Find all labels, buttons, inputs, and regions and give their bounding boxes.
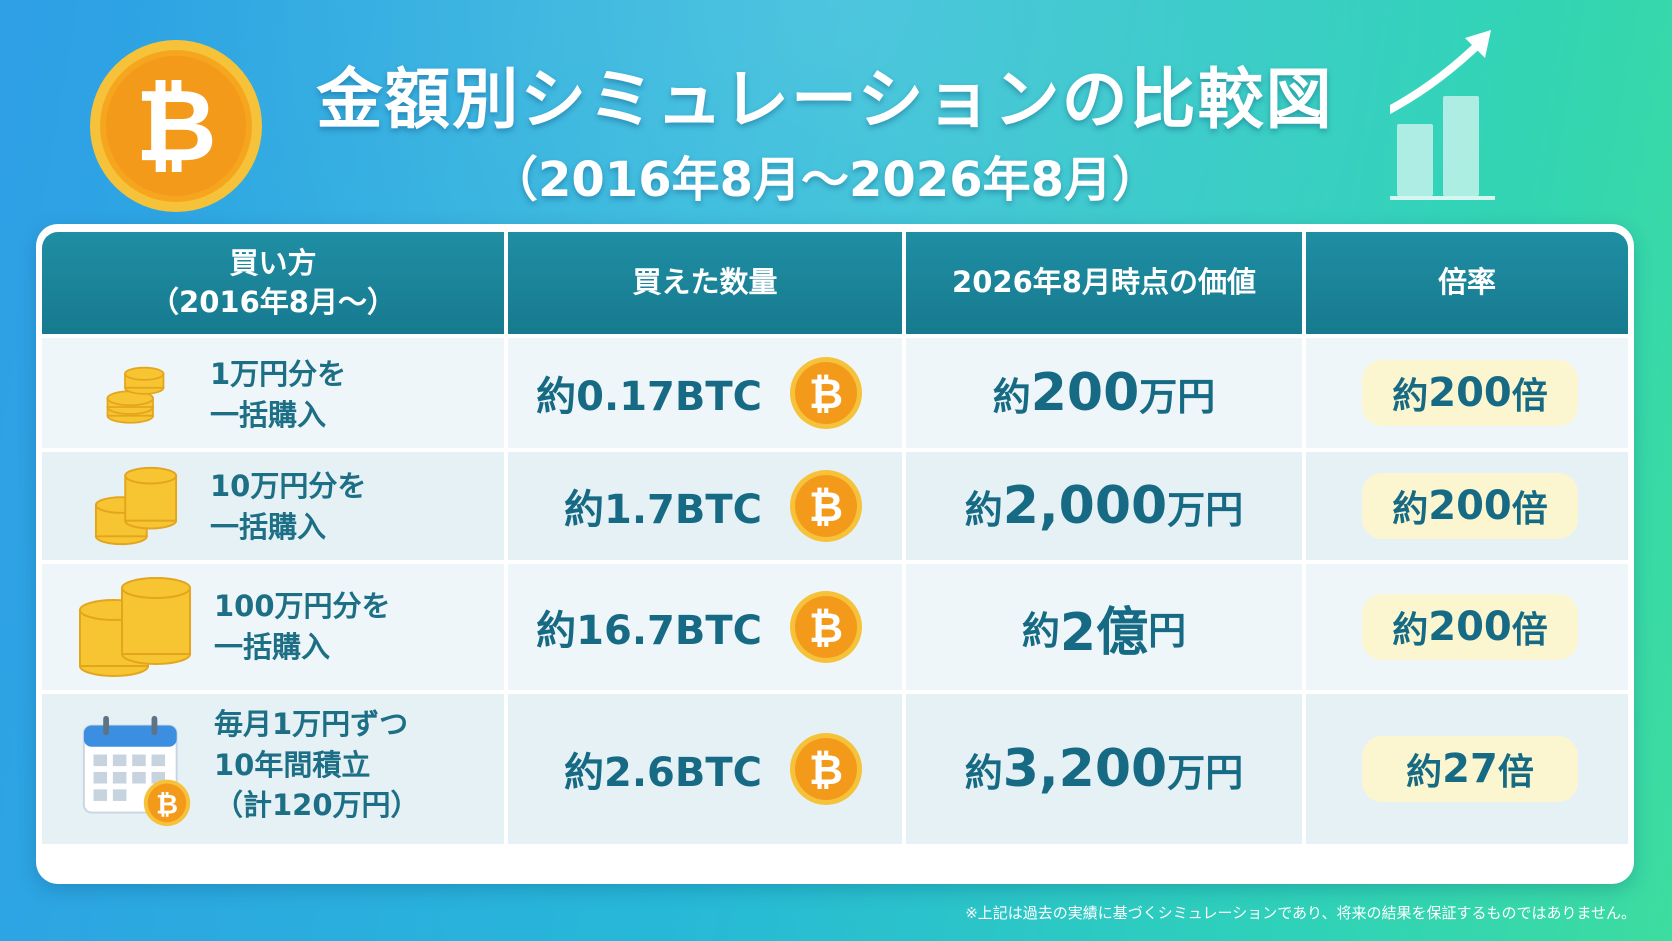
value-unit: 万円 xyxy=(1167,487,1244,532)
method-label: 10万円分を 一括購入 xyxy=(210,466,366,547)
bitcoin-coin-icon: ₿ xyxy=(790,733,862,805)
method-cell: 100万円分を 一括購入 xyxy=(42,564,504,690)
multiplier-number: 200 xyxy=(1428,370,1512,416)
value-cell: 約 2億 円 xyxy=(906,564,1302,690)
value-cell: 約 200 万円 xyxy=(906,338,1302,448)
multiplier-unit: 倍 xyxy=(1511,376,1548,417)
value-display: 約 200 万円 xyxy=(906,338,1302,448)
multiplier-cell: 約 27 倍 xyxy=(1306,694,1628,844)
method-label: 1万円分を 一括購入 xyxy=(210,354,346,435)
value-cell: 約 2,000 万円 xyxy=(906,452,1302,560)
multiplier-cell: 約 200 倍 xyxy=(1306,338,1628,448)
page-title: 金額別シミュレーションの比較図 xyxy=(316,61,1334,138)
bitcoin-coin-icon: ₿ xyxy=(790,470,862,542)
value-prefix: 約 xyxy=(992,374,1031,419)
multiplier-prefix: 約 xyxy=(1392,610,1429,651)
column-header-method-period: （2016年8月～） xyxy=(150,285,396,319)
quantity-value: 約2.6BTC xyxy=(564,750,762,796)
method-line-1: 100万円分を xyxy=(214,589,391,623)
multiplier-unit: 倍 xyxy=(1497,752,1534,793)
growth-chart-icon xyxy=(1390,30,1495,200)
multiplier-cell: 約 200 倍 xyxy=(1306,564,1628,690)
quantity-cell: 約1.7BTC ₿ xyxy=(508,452,902,560)
multiplier-prefix: 約 xyxy=(1406,752,1443,793)
method-line-3: （計120万円） xyxy=(214,788,420,823)
multiplier-badge: 約 200 倍 xyxy=(1362,360,1578,426)
calendar-bitcoin-icon: ₿ xyxy=(82,715,191,827)
value-unit: 万円 xyxy=(1139,374,1216,419)
table-row: 100万円分を 一括購入 約16.7BTC ₿ 約 2億 円 約 200 倍 xyxy=(42,564,1628,690)
value-display: 約 3,200 万円 xyxy=(906,694,1302,844)
page-subtitle: （2016年8月～2026年8月） xyxy=(490,152,1160,208)
bitcoin-symbol: ₿ xyxy=(809,369,843,418)
quantity-cell: 約0.17BTC ₿ xyxy=(508,338,902,448)
table-row: 1万円分を 一括購入 約0.17BTC ₿ 約 200 万円 約 200 倍 xyxy=(42,338,1628,448)
value-number: 3,200 xyxy=(1002,739,1168,799)
column-header-multiplier: 倍率 xyxy=(1306,232,1628,334)
method-cell: ₿ 毎月1万円ずつ 10年間積立 （計120万円） xyxy=(42,694,504,844)
multiplier-cell: 約 200 倍 xyxy=(1306,452,1628,560)
quantity-value: 約16.7BTC xyxy=(536,608,762,654)
coin-stack-medium-icon xyxy=(94,466,178,546)
value-display: 約 2,000 万円 xyxy=(906,452,1302,560)
bitcoin-symbol: ₿ xyxy=(135,67,217,184)
method-cell: 1万円分を 一括購入 xyxy=(42,338,504,448)
method-line-1: 毎月1万円ずつ xyxy=(214,707,409,741)
column-header-quantity: 買えた数量 xyxy=(508,232,902,334)
value-cell: 約 3,200 万円 xyxy=(906,694,1302,844)
coin-stack-large-icon xyxy=(79,577,191,677)
value-unit: 万円 xyxy=(1167,750,1244,795)
value-unit: 円 xyxy=(1148,608,1187,653)
multiplier-unit: 倍 xyxy=(1511,610,1548,651)
quantity-value: 約0.17BTC xyxy=(536,374,762,420)
quantity-cell: 約2.6BTC ₿ xyxy=(508,694,902,844)
method-label: 100万円分を 一括購入 xyxy=(214,586,391,667)
quantity-cell: 約16.7BTC ₿ xyxy=(508,564,902,690)
method-cell: 10万円分を 一括購入 xyxy=(42,452,504,560)
multiplier-number: 27 xyxy=(1442,746,1498,792)
comparison-table: 買い方 （2016年8月～） 買えた数量 2026年8月時点の価値 倍率 1万円… xyxy=(36,224,1634,884)
disclaimer-footnote: ※上記は過去の実績に基づくシミュレーションであり、将来の結果を保証するものではあ… xyxy=(965,904,1636,922)
value-prefix: 約 xyxy=(964,750,1003,795)
method-line-1: 10万円分を xyxy=(210,469,367,503)
value-prefix: 約 xyxy=(964,487,1003,532)
value-prefix: 約 xyxy=(1021,608,1060,653)
bitcoin-logo-icon: ₿ xyxy=(90,40,262,212)
multiplier-badge: 約 27 倍 xyxy=(1362,736,1578,802)
bitcoin-coin-icon: ₿ xyxy=(790,357,862,429)
column-header-quantity-label: 買えた数量 xyxy=(632,265,778,300)
multiplier-unit: 倍 xyxy=(1511,489,1548,530)
multiplier-number: 200 xyxy=(1428,483,1512,529)
method-line-2: 一括購入 xyxy=(210,397,327,432)
coin-stack-small-icon xyxy=(106,366,165,424)
value-display: 約 2億 円 xyxy=(906,564,1302,690)
value-number: 200 xyxy=(1030,363,1140,423)
multiplier-number: 200 xyxy=(1428,604,1512,650)
bitcoin-symbol: ₿ xyxy=(809,745,843,794)
table-row: 10万円分を 一括購入 約1.7BTC ₿ 約 2,000 万円 約 200 倍 xyxy=(42,452,1628,560)
column-header-value-label: 2026年8月時点の価値 xyxy=(952,265,1256,300)
value-number: 2億 xyxy=(1059,602,1149,663)
column-header-method-label: 買い方 xyxy=(229,245,317,280)
method-line-2: 一括購入 xyxy=(210,509,327,544)
bitcoin-coin-icon: ₿ xyxy=(790,591,862,663)
bitcoin-symbol: ₿ xyxy=(809,482,843,531)
column-header-value: 2026年8月時点の価値 xyxy=(906,232,1302,334)
value-number: 2,000 xyxy=(1002,476,1168,536)
multiplier-badge: 約 200 倍 xyxy=(1362,473,1578,539)
table-row: ₿ 毎月1万円ずつ 10年間積立 （計120万円） 約2.6BTC ₿ 約 3,… xyxy=(42,694,1628,844)
method-line-1: 1万円分を xyxy=(210,357,347,391)
column-header-method: 買い方 （2016年8月～） xyxy=(42,232,504,334)
multiplier-prefix: 約 xyxy=(1392,489,1429,530)
bitcoin-symbol: ₿ xyxy=(156,790,178,821)
method-line-2: 10年間積立 xyxy=(214,747,371,782)
column-header-multiplier-label: 倍率 xyxy=(1437,265,1496,300)
multiplier-badge: 約 200 倍 xyxy=(1362,594,1578,660)
multiplier-prefix: 約 xyxy=(1392,376,1429,417)
bitcoin-symbol: ₿ xyxy=(809,603,843,652)
method-label: 毎月1万円ずつ 10年間積立 （計120万円） xyxy=(214,704,420,826)
method-line-2: 一括購入 xyxy=(214,629,331,664)
quantity-value: 約1.7BTC xyxy=(564,487,762,533)
